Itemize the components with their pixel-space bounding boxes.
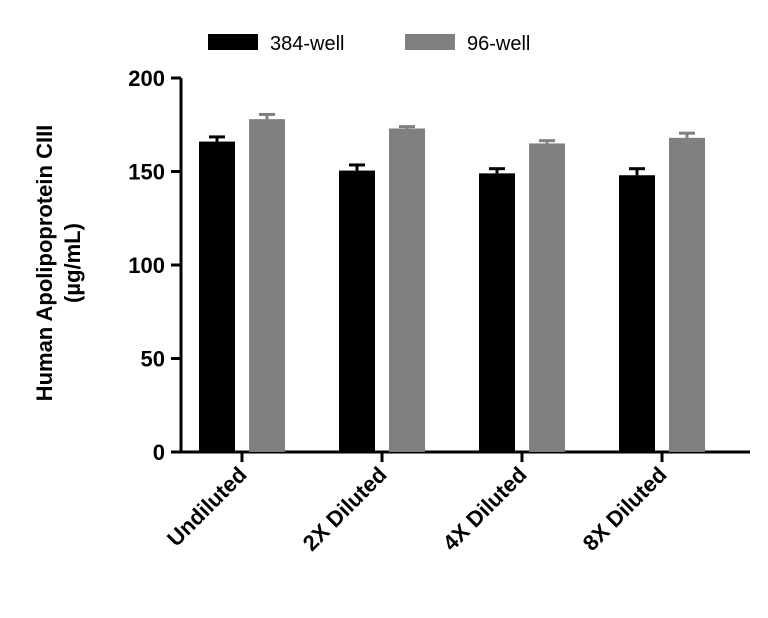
bar-384-well-2X Diluted — [339, 170, 375, 452]
y-tick-label: 200 — [128, 66, 165, 91]
y-tick-label: 100 — [128, 253, 165, 278]
y-tick-label: 0 — [153, 440, 165, 465]
bars — [199, 112, 705, 453]
legend: 384-well 96-well — [208, 33, 530, 55]
bar-96-well-4X Diluted — [529, 143, 565, 452]
x-tick-label: 2X Diluted — [298, 462, 392, 556]
x-tick-label: Undiluted — [162, 462, 251, 551]
bar-96-well-Undiluted — [249, 119, 285, 452]
x-tick-label: 4X Diluted — [438, 462, 532, 556]
legend-label-384-well: 384-well — [270, 33, 344, 55]
bar-384-well-Undiluted — [199, 141, 235, 452]
bar-384-well-8X Diluted — [619, 175, 655, 453]
bar-384-well-4X Diluted — [479, 173, 515, 452]
x-tick-label: 8X Diluted — [578, 462, 672, 556]
legend-swatch-96-well — [405, 34, 455, 50]
y-axis-unit: (µg/mL) — [60, 223, 85, 303]
bar-96-well-2X Diluted — [389, 128, 425, 453]
legend-swatch-384-well — [208, 34, 258, 50]
bar-96-well-8X Diluted — [669, 137, 705, 452]
x-tick-labels: Undiluted 2X Diluted 4X Diluted 8X Diluted — [162, 452, 672, 556]
y-axis-title: Human Apolipoprotein CIII — [32, 125, 57, 402]
y-tick-label: 50 — [141, 347, 165, 372]
legend-label-96-well: 96-well — [467, 33, 530, 55]
y-tick-label: 150 — [128, 160, 165, 185]
